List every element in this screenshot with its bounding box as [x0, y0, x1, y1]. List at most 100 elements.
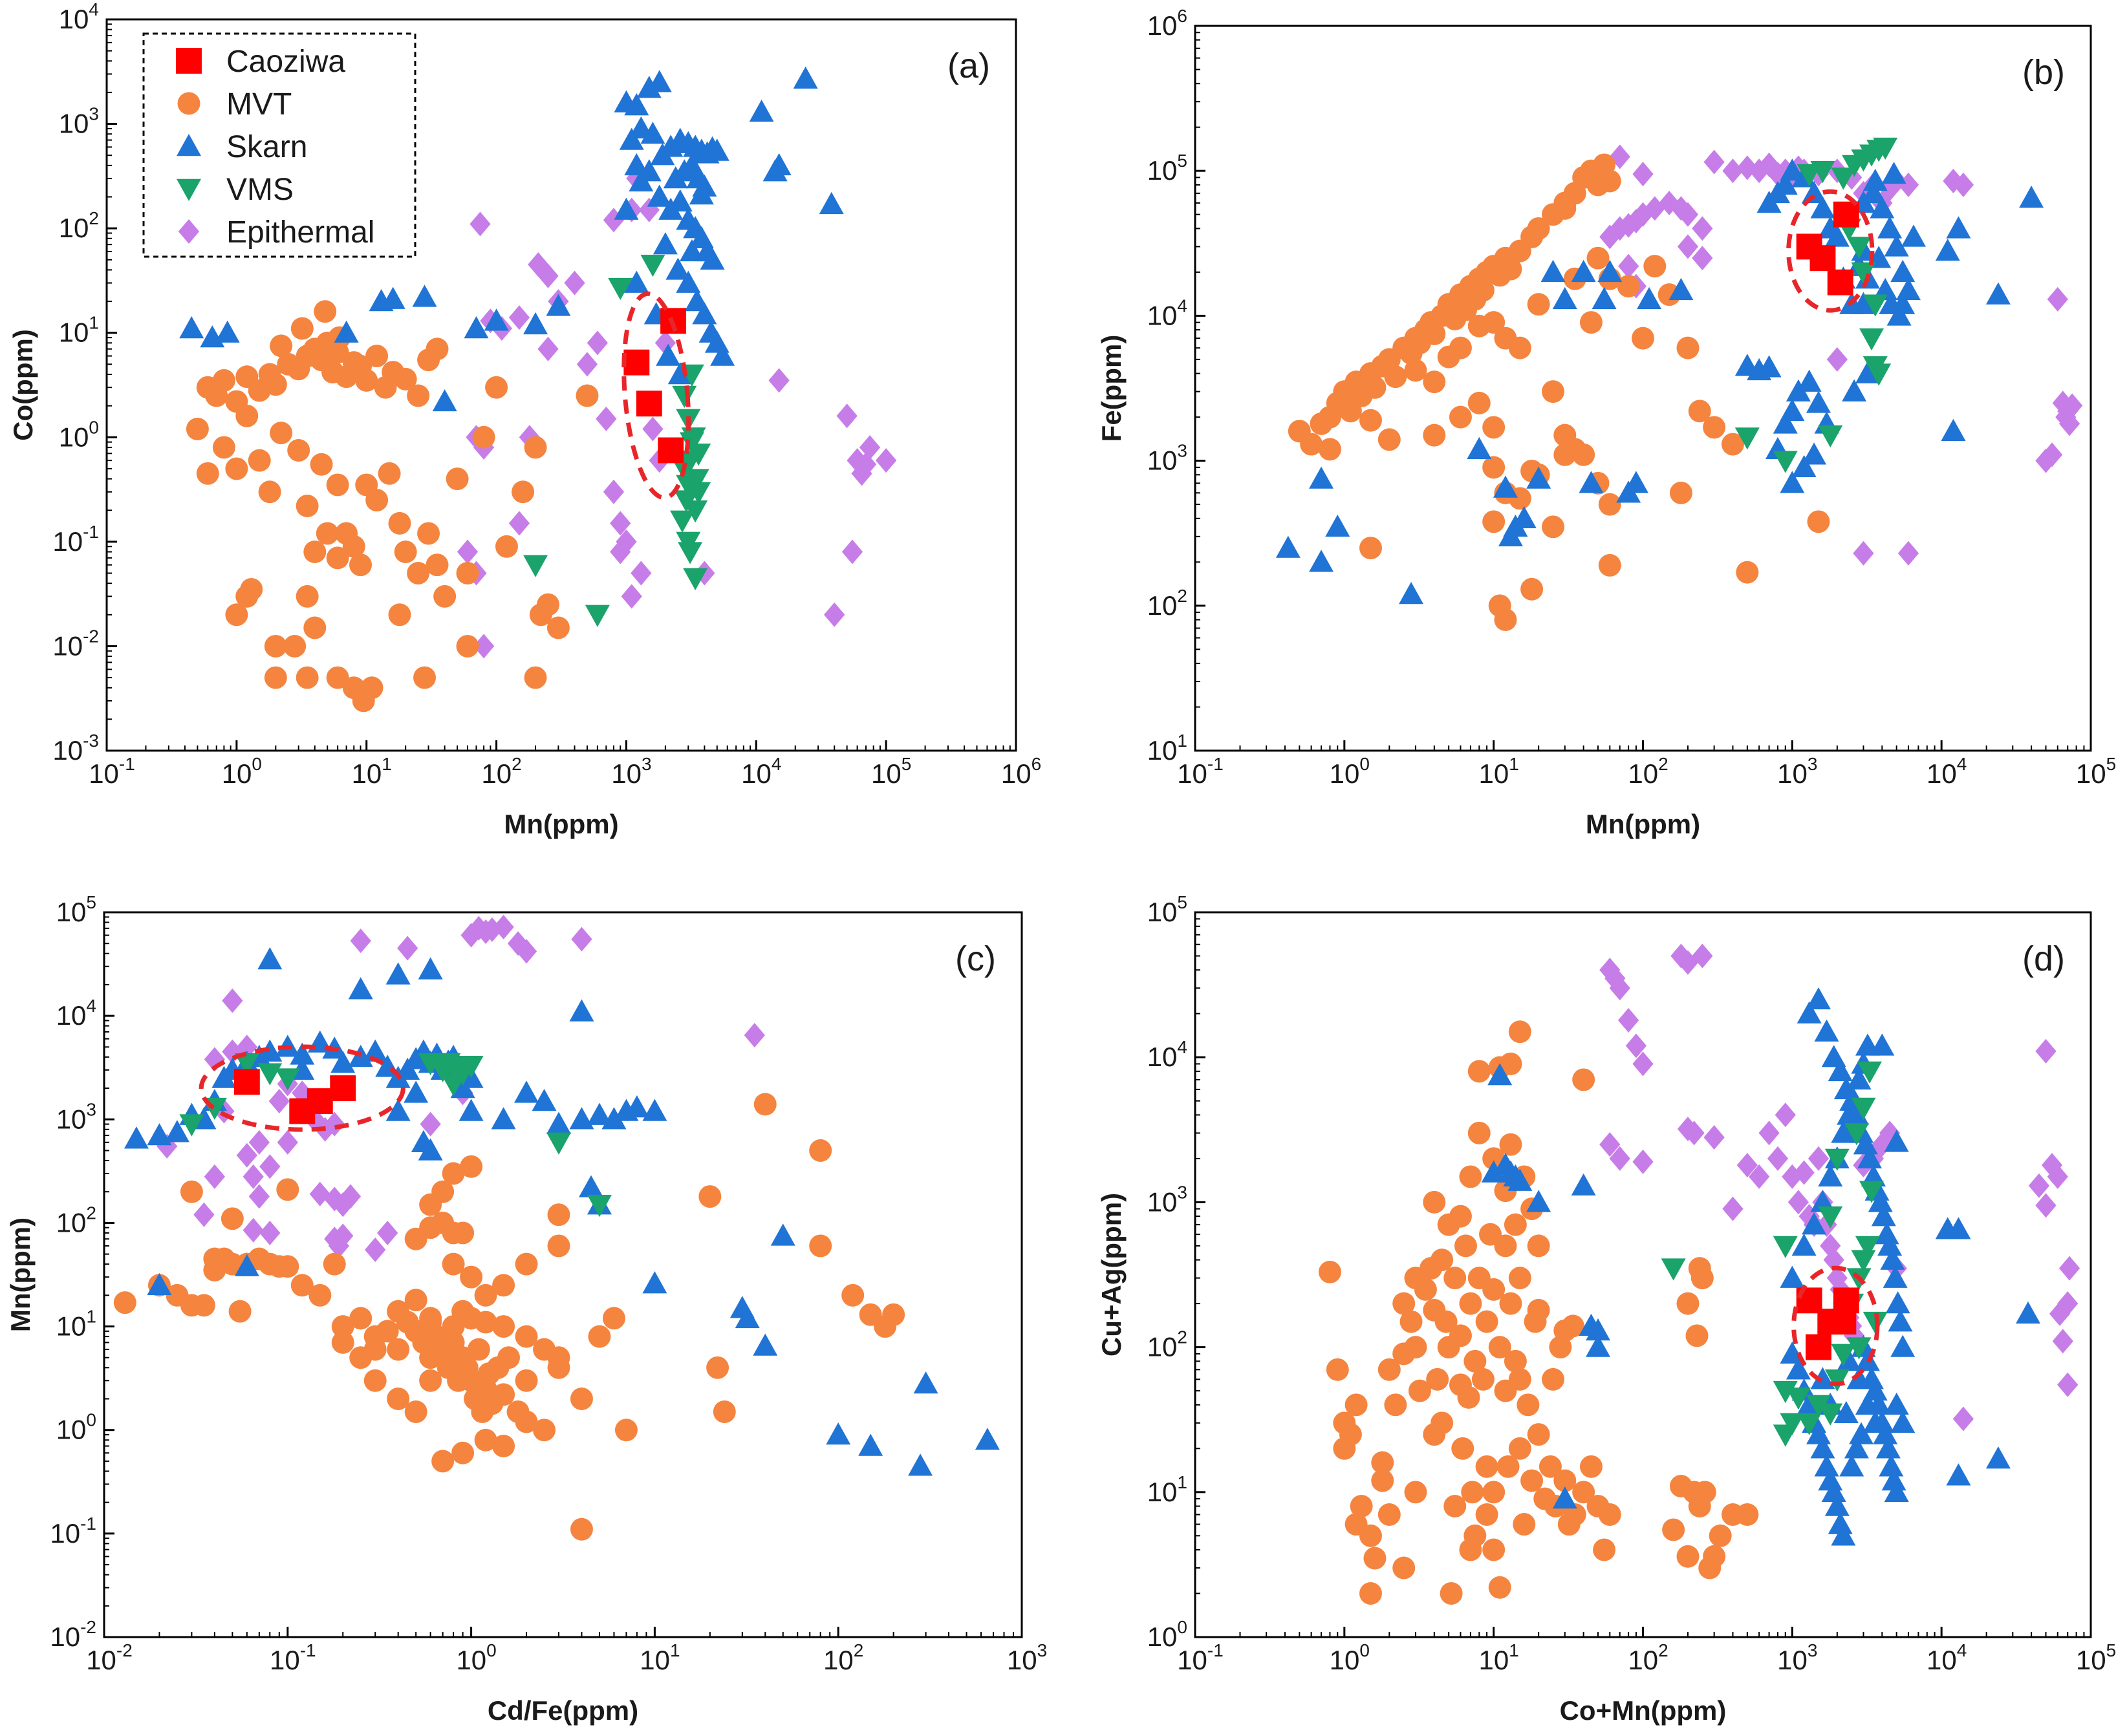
point-mvt: [1494, 608, 1517, 632]
point-skarn: [1586, 1334, 1611, 1357]
point-skarn: [380, 286, 405, 309]
point-mvt: [431, 1180, 455, 1203]
point-mvt: [1344, 1393, 1368, 1417]
x-axis-label: Mn(ppm): [1586, 809, 1700, 839]
point-vms: [1824, 1148, 1850, 1171]
point-mvt: [1482, 1278, 1506, 1301]
point-mvt: [1475, 1503, 1498, 1527]
point-skarn: [1325, 514, 1350, 537]
point-epithermal: [2035, 1193, 2057, 1218]
point-epithermal: [2058, 411, 2080, 436]
point-epithermal: [204, 1047, 226, 1072]
point-mvt: [492, 1315, 515, 1338]
point-epithermal: [377, 1220, 398, 1245]
y-tick-label: 10-3: [52, 731, 99, 766]
y-tick-label: 102: [1147, 586, 1187, 621]
point-skarn: [1487, 1063, 1513, 1086]
point-skarn: [1780, 398, 1805, 422]
point-mvt: [533, 1419, 556, 1442]
x-tick-label: 105: [2076, 754, 2116, 789]
point-mvt: [1632, 327, 1654, 350]
point-skarn: [735, 1305, 760, 1329]
legend-label-vms: VMS: [226, 173, 294, 207]
point-mvt: [1344, 1513, 1368, 1536]
point-skarn: [826, 1422, 851, 1445]
point-mvt: [1572, 1068, 1595, 1091]
point-mvt: [376, 1320, 399, 1343]
point-mvt: [570, 1517, 593, 1541]
point-epithermal: [350, 928, 371, 954]
point-vms: [1873, 137, 1898, 160]
y-tick-label: 104: [1147, 1037, 1187, 1072]
point-mvt: [576, 384, 599, 407]
point-mvt: [1553, 191, 1577, 215]
point-mvt: [515, 1369, 538, 1392]
series-skarn: [179, 66, 844, 412]
point-epithermal: [1748, 1164, 1770, 1189]
point-epithermal: [1692, 943, 1713, 969]
y-tick-label: 10-1: [50, 1514, 96, 1548]
point-mvt: [474, 1311, 497, 1334]
point-skarn: [1275, 535, 1301, 558]
point-mvt: [417, 522, 440, 545]
point-mvt: [1377, 1503, 1401, 1527]
point-mvt: [1676, 1545, 1700, 1568]
point-epithermal: [1853, 541, 1874, 566]
point-skarn: [700, 247, 725, 270]
point-skarn: [147, 1123, 172, 1146]
point-mvt: [1454, 1234, 1477, 1258]
series-caoziwa: [233, 1069, 356, 1124]
point-mvt: [1318, 1260, 1341, 1283]
point-mvt: [1461, 1481, 1484, 1504]
y-tick-label: 104: [59, 0, 99, 34]
point-vms: [459, 1056, 484, 1078]
point-epithermal: [1617, 1007, 1639, 1033]
point-mvt: [1508, 1367, 1531, 1391]
point-mvt: [1318, 438, 1341, 461]
point-mvt: [1496, 1455, 1520, 1478]
point-caoziwa: [658, 437, 684, 464]
point-mvt: [1703, 416, 1726, 439]
point-skarn: [913, 1371, 938, 1394]
point-epithermal: [875, 448, 897, 473]
point-vms: [275, 1068, 300, 1091]
point-epithermal: [1609, 216, 1630, 241]
point-skarn: [1806, 1422, 1831, 1444]
point-skarn: [1756, 355, 1782, 378]
point-epithermal: [1758, 152, 1780, 177]
x-tick-label: 101: [640, 1640, 680, 1675]
point-skarn: [1571, 1173, 1596, 1196]
x-tick-label: 100: [456, 1640, 496, 1675]
point-mvt: [1513, 1513, 1536, 1536]
point-skarn: [1946, 1217, 1971, 1239]
legend-label-mvt: MVT: [226, 87, 292, 122]
point-epithermal: [1775, 1102, 1796, 1128]
point-epithermal: [2057, 1291, 2078, 1316]
point-vms: [1818, 425, 1843, 448]
plot-frame: [1194, 911, 2092, 1638]
point-mvt: [1443, 1495, 1467, 1518]
point-skarn: [642, 1098, 667, 1121]
x-tick-label: 101: [1479, 754, 1519, 789]
x-axis-label: Co+Mn(ppm): [1560, 1695, 1727, 1726]
point-mvt: [296, 495, 319, 518]
point-epithermal: [1787, 1190, 1809, 1215]
point-epithermal: [2041, 442, 2063, 467]
point-epithermal: [1599, 224, 1621, 250]
point-mvt: [1579, 311, 1603, 334]
point-skarn: [1828, 1512, 1853, 1534]
y-tick-label: 10-2: [50, 1617, 96, 1652]
legend-label-caoziwa: Caoziwa: [226, 45, 345, 79]
point-mvt: [1431, 1248, 1454, 1272]
point-skarn: [385, 962, 411, 985]
point-skarn: [1552, 1486, 1577, 1509]
point-caoziwa: [307, 1088, 333, 1115]
point-skarn: [1895, 277, 1921, 301]
point-epithermal: [824, 602, 845, 627]
point-skarn: [1884, 1392, 1909, 1415]
point-mvt: [467, 1338, 490, 1361]
y-tick-label: 105: [1147, 151, 1187, 186]
point-epithermal: [1599, 958, 1621, 983]
point-epithermal: [1644, 196, 1665, 221]
point-mvt: [1423, 1423, 1446, 1446]
